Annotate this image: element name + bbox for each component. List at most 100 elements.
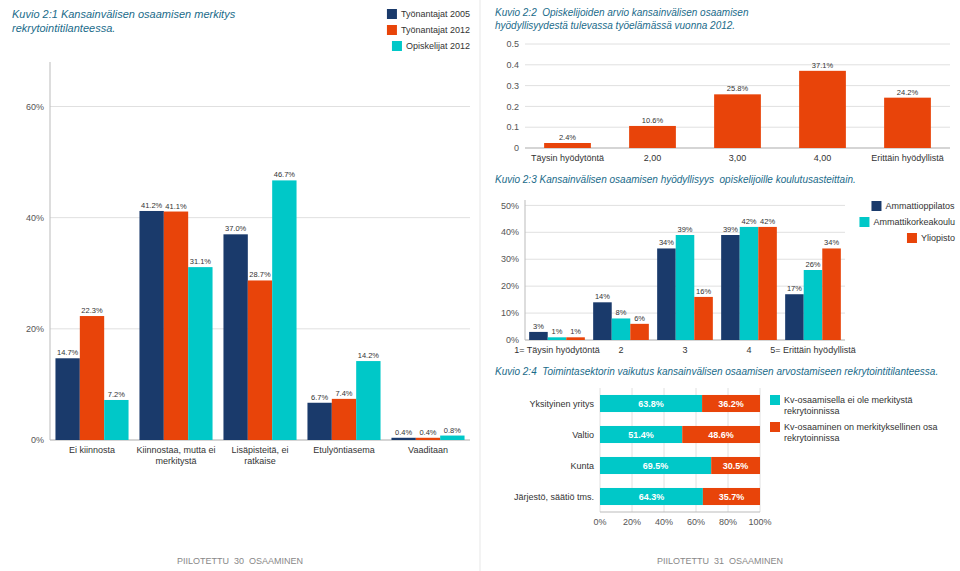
tick-label: 40% [501,227,519,237]
bar [164,212,188,440]
grid-line [50,106,470,107]
bar [332,399,356,440]
tick-label: 60% [26,102,44,112]
bar [822,248,841,340]
data-labels: 2.4%10.6%25.8%37.1%24.2% [559,61,919,142]
grid-line [50,217,470,218]
data-label: 6.7% [311,393,328,402]
bar [600,426,682,443]
data-label: 42% [741,217,756,226]
chart-title: Kuvio 2:1 Kansainvälisen osaamisen merki… [12,8,236,34]
bar [804,270,823,340]
grid-line [525,44,950,45]
legend-label: Työnantajat 2012 [401,25,470,35]
data-label: 7.2% [108,390,125,399]
bar [248,280,272,440]
category-label: Järjestö, säätiö tms. [514,492,594,502]
data-label: 63.8% [638,399,664,409]
data-label: 1% [552,327,563,336]
tick-label: 0.5 [506,39,519,49]
category-label: Kunta [570,461,594,471]
data-label: 14.2% [358,351,380,360]
bar [593,302,612,340]
category-label: Lisäpisteitä, eiratkaise [231,445,288,466]
bar [600,488,703,505]
tick-label: 100% [748,517,771,527]
legend-label: Ammattikorkeakoulu [873,217,955,227]
data-label: 41.1% [165,202,187,211]
data-label: 48.6% [708,430,734,440]
bars [544,71,931,148]
data-label: 0.8% [444,426,461,435]
category-label: 3 [682,345,687,355]
category-label: Etulyöntiasema [313,445,375,455]
legend-swatch [871,201,881,211]
data-label: 0.4% [395,428,412,437]
chart-3: Kuvio 2:3 Kansainvälisen osaamisen hyödy… [495,174,955,355]
grid-line [525,205,845,206]
bars [529,227,841,340]
bar [703,488,760,505]
axis-line [50,62,51,440]
chart-title: Kuvio 2:2 Opiskelijoiden arvio kansainvä… [495,7,749,31]
bar [629,126,676,148]
tick-label: 0% [593,517,606,527]
data-label: 34% [824,238,839,247]
data-label: 2.4% [559,133,576,142]
bar [223,234,247,440]
annotation: PIILOTETTU 31 OSAAMINEN [657,556,783,566]
tick-label: 40% [26,213,44,223]
category-label: Kiinnostaa, mutta eimerkitystä [136,445,215,466]
bar [80,316,104,440]
tick-label: 0% [506,335,519,345]
bar [630,324,649,340]
category-label: 5= Erittäin hyödyllistä [770,345,855,355]
data-label: 31.1% [190,257,212,266]
bar [711,457,760,474]
tick-label: 10% [501,308,519,318]
category-label: 2,00 [644,153,662,163]
tick-label: 30% [501,254,519,264]
bar [758,227,777,340]
data-label: 8% [616,308,627,317]
axis-line [600,512,760,513]
data-label: 35.7% [719,492,745,502]
category-label: 3,00 [729,153,747,163]
bar [721,235,740,340]
data-label: 36.2% [718,399,744,409]
legend-label: Ammattioppilatos [885,201,955,211]
tick-label: 0 [514,143,519,153]
bar [440,436,464,440]
category-label: Täysin hyödytöntä [531,153,604,163]
data-label: 39% [677,225,692,234]
data-label: 41.2% [141,201,163,210]
data-label: 7.4% [335,389,352,398]
legend-label: Opiskelijat 2012 [406,41,470,51]
data-label: 39% [723,225,738,234]
category-label: 2 [618,345,623,355]
data-labels: 3%14%34%39%17%1%8%39%42%26%1%6%16%42%34% [533,217,839,336]
data-label: 69.5% [643,461,669,471]
tick-label: 0% [31,435,44,445]
data-label: 34% [659,238,674,247]
data-label: 10.6% [642,116,664,125]
tick-label: 20% [623,517,641,527]
axis-line [525,200,526,340]
chart-title: Kuvio 2:3 Kansainvälisen osaamisen hyödy… [495,174,856,185]
page: Kuvio 2:1 Kansainvälisen osaamisen merki… [0,0,960,571]
category-label: 4,00 [814,153,832,163]
data-label: 51.4% [628,430,654,440]
legend-label: Työnantajat 2005 [401,9,470,19]
annotation: PIILOTETTU 30 OSAAMINEN [177,556,303,566]
legend-label: Kv-osaaminen on merkityksellinen osarekr… [784,422,938,443]
tick-label: 0.4 [506,60,519,70]
bar [544,143,591,148]
bar [694,297,713,340]
bar [682,426,760,443]
data-label: 24.2% [897,88,919,97]
bars [55,180,464,440]
legend-swatch [387,25,397,35]
bar [548,337,567,340]
bar [740,227,759,340]
data-label: 6% [634,314,645,323]
